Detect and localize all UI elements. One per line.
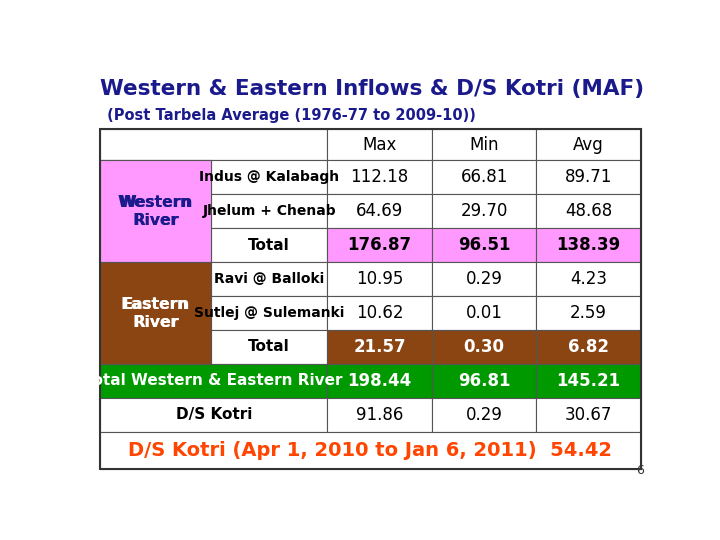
Text: 66.81: 66.81 <box>460 168 508 186</box>
Text: 112.18: 112.18 <box>351 168 409 186</box>
Text: Western
River: Western River <box>118 194 193 227</box>
Bar <box>100 398 328 432</box>
Bar <box>328 194 432 228</box>
Bar <box>432 364 536 398</box>
Bar <box>100 262 211 364</box>
Bar <box>432 398 536 432</box>
Text: 138.39: 138.39 <box>557 236 621 254</box>
Bar <box>536 262 641 296</box>
Bar <box>100 364 328 398</box>
Bar <box>211 194 328 228</box>
Bar <box>100 129 328 160</box>
Text: 89.71: 89.71 <box>565 168 612 186</box>
Bar <box>536 160 641 194</box>
Bar <box>211 160 328 194</box>
Text: Total: Total <box>248 238 290 253</box>
Bar <box>432 262 536 296</box>
Bar <box>432 330 536 364</box>
Text: Min: Min <box>469 136 499 154</box>
Bar <box>536 398 641 432</box>
Text: 2.59: 2.59 <box>570 304 607 322</box>
Bar <box>100 228 211 262</box>
Text: Indus @ Kalabagh: Indus @ Kalabagh <box>199 170 339 184</box>
Text: Avg: Avg <box>573 136 604 154</box>
Bar <box>432 194 536 228</box>
Text: Total: Total <box>248 340 290 354</box>
Text: 10.62: 10.62 <box>356 304 403 322</box>
Bar <box>328 262 432 296</box>
Bar <box>536 228 641 262</box>
Text: D/S Kotri: D/S Kotri <box>176 407 252 422</box>
Text: Western
River: Western River <box>120 194 192 227</box>
Text: 6.82: 6.82 <box>568 338 609 356</box>
Bar <box>211 262 328 296</box>
Text: Ravi @ Balloki: Ravi @ Balloki <box>214 272 324 286</box>
Text: 91.86: 91.86 <box>356 406 403 424</box>
Text: 145.21: 145.21 <box>557 372 621 390</box>
Text: 176.87: 176.87 <box>348 236 412 254</box>
Text: 0.29: 0.29 <box>466 406 503 424</box>
Text: 10.95: 10.95 <box>356 270 403 288</box>
Bar <box>328 330 432 364</box>
Text: 0.01: 0.01 <box>466 304 503 322</box>
Bar <box>328 228 432 262</box>
Text: Sutlej @ Sulemanki: Sutlej @ Sulemanki <box>194 306 344 320</box>
Bar <box>100 160 211 262</box>
Bar <box>328 296 432 330</box>
Text: 48.68: 48.68 <box>565 202 612 220</box>
Bar <box>328 160 432 194</box>
Bar <box>211 296 328 330</box>
Text: 6: 6 <box>636 464 644 477</box>
Bar <box>536 129 641 160</box>
Text: 198.44: 198.44 <box>348 372 412 390</box>
Bar <box>432 228 536 262</box>
Text: Eastern
River: Eastern River <box>122 296 189 329</box>
Text: 0.29: 0.29 <box>466 270 503 288</box>
Bar <box>100 296 211 330</box>
Text: 21.57: 21.57 <box>354 338 406 356</box>
Bar <box>328 398 432 432</box>
Text: Eastern
River: Eastern River <box>121 296 190 329</box>
Text: 64.69: 64.69 <box>356 202 403 220</box>
Text: 4.23: 4.23 <box>570 270 607 288</box>
Text: (Post Tarbela Average (1976-77 to 2009-10)): (Post Tarbela Average (1976-77 to 2009-1… <box>102 109 476 124</box>
Bar <box>211 330 328 364</box>
Bar <box>536 194 641 228</box>
Text: Max: Max <box>362 136 397 154</box>
Bar <box>100 160 211 194</box>
Text: 0.30: 0.30 <box>464 338 505 356</box>
Bar <box>328 364 432 398</box>
Bar <box>100 262 211 296</box>
Text: 29.70: 29.70 <box>460 202 508 220</box>
Text: Western & Eastern Inflows & D/S Kotri (MAF): Western & Eastern Inflows & D/S Kotri (M… <box>100 79 644 99</box>
Text: Jhelum + Chenab: Jhelum + Chenab <box>202 204 336 218</box>
Bar <box>100 432 641 469</box>
Bar <box>100 129 642 469</box>
Text: 30.67: 30.67 <box>565 406 612 424</box>
Text: 96.51: 96.51 <box>458 236 510 254</box>
Bar <box>536 296 641 330</box>
Bar <box>432 160 536 194</box>
Bar <box>100 194 211 228</box>
Bar <box>100 330 211 364</box>
Bar <box>211 228 328 262</box>
Bar <box>432 129 536 160</box>
Text: Total Western & Eastern River: Total Western & Eastern River <box>84 374 343 388</box>
Text: D/S Kotri (Apr 1, 2010 to Jan 6, 2011)  54.42: D/S Kotri (Apr 1, 2010 to Jan 6, 2011) 5… <box>128 441 613 460</box>
Text: 96.81: 96.81 <box>458 372 510 390</box>
Bar <box>432 296 536 330</box>
Bar <box>536 364 641 398</box>
Bar <box>536 330 641 364</box>
Bar <box>328 129 432 160</box>
